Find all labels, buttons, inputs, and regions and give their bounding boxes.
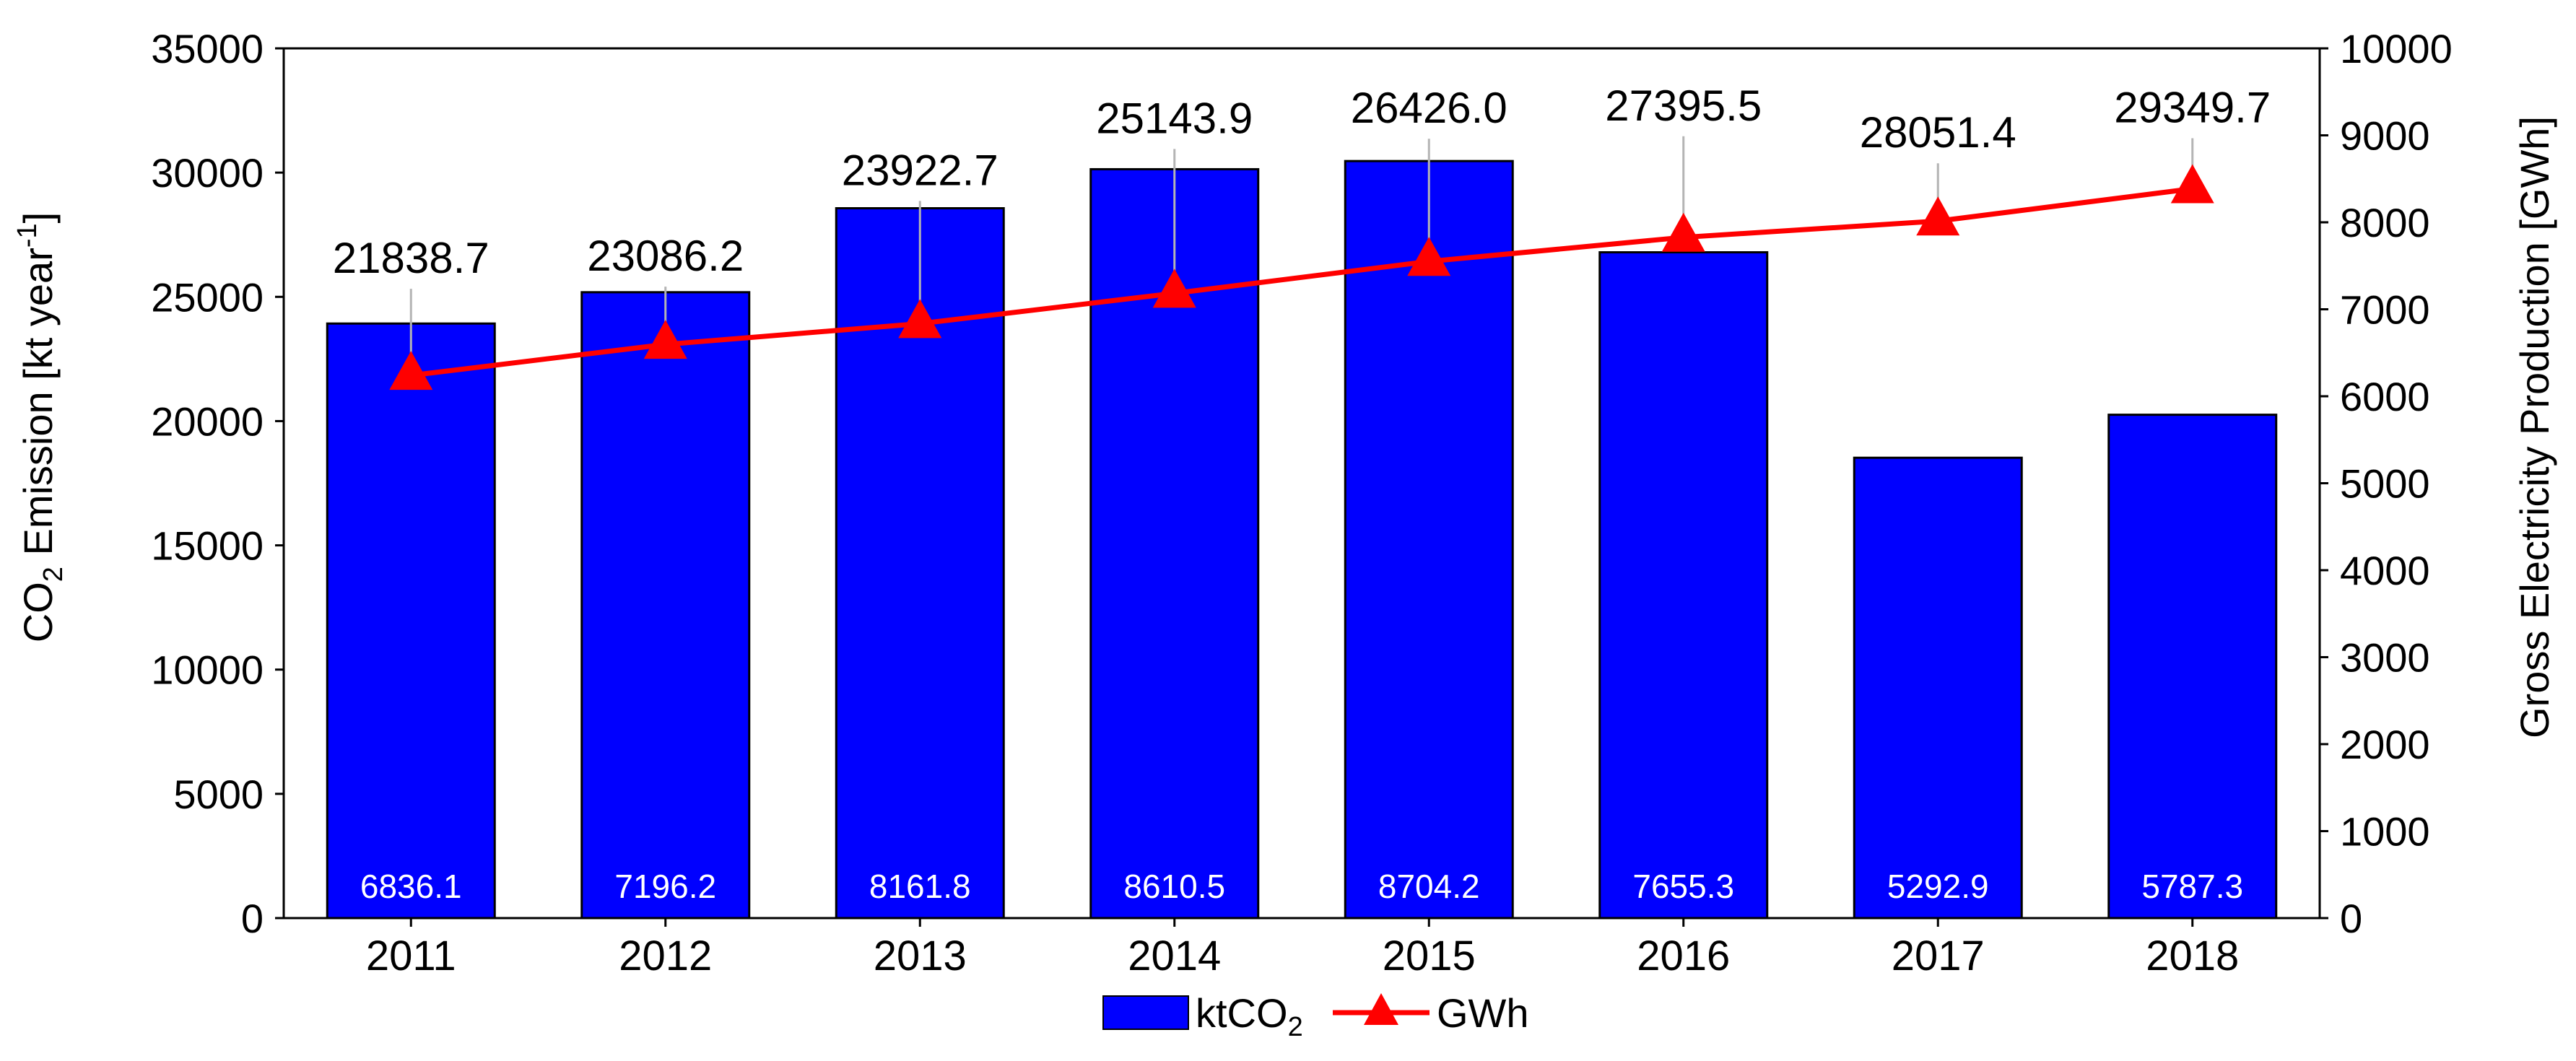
y-left-tick-label: 15000	[151, 523, 264, 569]
legend-label-gwh: GWh	[1437, 990, 1529, 1036]
gwh-marker-2013	[898, 299, 942, 339]
y-right-tick-label: 3000	[2340, 635, 2430, 681]
y-left-tick-label: 35000	[151, 26, 264, 71]
gwh-marker-2016	[1661, 212, 1705, 252]
y-right-tick-label: 5000	[2340, 461, 2430, 507]
legend-swatch-ktco2	[1102, 995, 1189, 1030]
line-value-label-2017: 28051.4	[1860, 108, 2016, 157]
line-value-label-2016: 27395.5	[1605, 82, 1762, 130]
y-left-tick-label: 25000	[151, 274, 264, 320]
bar-value-label-2013: 8161.8	[869, 868, 971, 905]
gwh-series-line	[410, 186, 2193, 378]
bar-2011	[326, 322, 496, 920]
y-left-tick-label: 0	[241, 896, 264, 941]
axes-layer: 2011 2012 2013 2014 2015 2016 2017 2018 0 5000 100…	[151, 26, 2452, 979]
y-right-tick-label: 8000	[2340, 200, 2430, 245]
x-tick-label-2012: 2012	[619, 933, 712, 979]
x-tick-label-2018: 2018	[2146, 933, 2239, 979]
bar-value-label-2015: 8704.2	[1378, 868, 1480, 905]
bar-value-label-2016: 7655.3	[1632, 868, 1734, 905]
y-right-tick-label: 0	[2340, 896, 2362, 941]
y-right-tick-label: 4000	[2340, 548, 2430, 593]
y-left-tick-label: 5000	[173, 772, 264, 817]
y-left-title-end: ]	[15, 212, 61, 224]
gwh-marker-2015	[1407, 237, 1451, 276]
y-right-tick-label: 6000	[2340, 374, 2430, 419]
y-right-tick-label: 10000	[2340, 26, 2453, 71]
y-left-title-sub: 2	[38, 567, 69, 582]
y-left-title-main: CO	[15, 582, 61, 642]
bar-value-label-2011: 6836.1	[360, 868, 462, 905]
bar-2018	[2107, 414, 2278, 920]
gwh-marker-2012	[643, 320, 687, 359]
bar-2016	[1598, 251, 1769, 920]
y-right-tick-label: 2000	[2340, 722, 2430, 767]
y-left-axis-title: CO2 Emission [kt year-1]	[12, 212, 69, 642]
legend-ktco2-main: ktCO	[1196, 990, 1288, 1036]
x-tick-label-2011: 2011	[366, 933, 456, 979]
legend-triangle-icon	[1364, 993, 1398, 1025]
gwh-marker-2011	[389, 351, 433, 390]
legend-ktco2-sub: 2	[1288, 1012, 1303, 1042]
line-value-label-2013: 23922.7	[842, 146, 998, 194]
x-tick-label-2015: 2015	[1383, 933, 1476, 979]
x-tick-label-2016: 2016	[1637, 933, 1730, 979]
line-value-label-2012: 23086.2	[587, 232, 744, 280]
bar-value-label-2018: 5787.3	[2141, 868, 2243, 905]
data-labels-layer: 6836.1 21838.7 7196.2 23086.2 8161.8 23922.7 8…	[333, 82, 2271, 905]
y-left-title-mid: Emission [kt year	[15, 248, 61, 567]
x-tick-label-2014: 2014	[1128, 933, 1221, 979]
x-tick-label-2013: 2013	[874, 933, 967, 979]
line-value-label-2014: 25143.9	[1096, 94, 1253, 142]
y-left-tick-label: 10000	[151, 647, 264, 693]
gwh-marker-2018	[2170, 164, 2214, 204]
bar-2017	[1853, 456, 2023, 920]
x-tick-label-2017: 2017	[1892, 933, 1985, 979]
line-value-label-2011: 21838.7	[333, 234, 489, 282]
y-right-tick-label: 7000	[2340, 287, 2430, 333]
line-value-label-2015: 26426.0	[1351, 84, 1507, 132]
y-right-axis-title: Gross Electricity Production [GWh]	[2512, 116, 2557, 738]
bar-value-label-2012: 7196.2	[614, 868, 716, 905]
y-right-tick-label: 9000	[2340, 113, 2430, 159]
line-layer	[389, 164, 2214, 390]
y-left-tick-label: 20000	[151, 398, 264, 444]
legend: ktCO2 GWh	[1102, 990, 1529, 1042]
y-left-tick-label: 30000	[151, 150, 264, 196]
gwh-marker-2017	[1916, 196, 1960, 236]
legend-label-ktco2: ktCO2	[1196, 990, 1303, 1042]
bar-2012	[580, 291, 751, 920]
bars-layer	[326, 160, 2278, 920]
bar-value-label-2017: 5292.9	[1887, 868, 1989, 905]
y-left-title-sup: -1	[12, 223, 43, 248]
bar-2015	[1344, 160, 1514, 920]
y-right-tick-label: 1000	[2340, 809, 2430, 855]
bar-value-label-2014: 8610.5	[1123, 868, 1225, 905]
gwh-marker-2014	[1152, 268, 1196, 308]
line-value-label-2018: 29349.7	[2114, 84, 2271, 132]
